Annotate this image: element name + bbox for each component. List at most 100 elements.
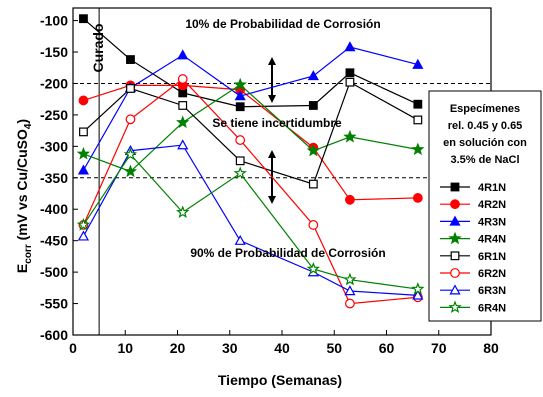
series-line-6R3N xyxy=(82,144,418,296)
legend-marker-6R1N xyxy=(450,251,460,261)
x-tick-label: 70 xyxy=(431,340,447,356)
data-point-4R3N xyxy=(77,164,90,175)
data-point-4R4N xyxy=(76,146,91,160)
legend-label-6R2N: 6R2N xyxy=(478,268,506,280)
series-line-4R2N xyxy=(83,84,418,201)
data-point-4R3N xyxy=(412,58,424,69)
y-axis-title-rest: (mV vs Cu/CuSO xyxy=(14,129,30,244)
y-tick-label: -450 xyxy=(40,233,68,249)
y-axis-title-end: ) xyxy=(14,119,30,124)
x-tick-label: 80 xyxy=(483,340,499,356)
data-point-6R2N xyxy=(308,220,319,230)
legend-item-4R1N: 4R1N xyxy=(440,182,506,194)
data-point-6R2N xyxy=(235,135,246,145)
plot-layer xyxy=(72,7,492,336)
series-6R1N xyxy=(79,77,423,189)
data-point-6R1N xyxy=(235,156,245,166)
series-6R4N xyxy=(76,147,425,295)
data-point-4R3N xyxy=(307,70,319,81)
data-point-6R1N xyxy=(413,115,423,125)
data-point-4R4N xyxy=(411,142,425,156)
legend-label-4R2N: 4R2N xyxy=(478,199,506,211)
data-point-4R1N xyxy=(79,14,88,24)
data-point-6R4N xyxy=(123,147,138,161)
x-tick-label: 60 xyxy=(379,340,395,356)
series-4R4N xyxy=(76,77,425,178)
series-4R2N xyxy=(78,80,423,205)
data-point-4R1N xyxy=(235,102,245,112)
legend-marker-6R3N xyxy=(449,284,461,295)
y-axis-title-main: E xyxy=(14,264,30,273)
legend-title-line-2: rel. 0.45 y 0.65 xyxy=(448,120,523,132)
data-point-6R4N xyxy=(176,205,190,219)
legend-marker-4R2N xyxy=(450,199,460,210)
data-point-4R3N xyxy=(344,41,356,52)
y-tick-label: -150 xyxy=(40,44,68,60)
data-point-6R2N xyxy=(125,114,136,125)
legend-item-6R3N: 6R3N xyxy=(440,284,506,297)
legend-label-6R4N: 6R4N xyxy=(478,302,506,314)
y-tick-label: -300 xyxy=(40,138,68,154)
data-point-6R1N xyxy=(345,77,355,87)
arrow-lower-head-down xyxy=(268,196,276,204)
legend-item-6R4N: 6R4N xyxy=(440,300,506,314)
legend-title-line-3: en solución con xyxy=(443,137,527,149)
arrow-upper-head-up xyxy=(268,57,276,65)
legend-marker-4R3N xyxy=(449,215,461,226)
data-point-6R4N xyxy=(233,166,247,180)
annotation-middle: Se tiene incertidumbre xyxy=(212,116,342,130)
y-tick-label: -500 xyxy=(40,264,68,280)
data-point-6R3N xyxy=(234,234,246,245)
legend-item-4R4N: 4R4N xyxy=(440,231,506,246)
data-point-4R2N xyxy=(78,95,89,106)
y-tick-label: -100 xyxy=(40,13,68,29)
data-point-4R4N xyxy=(343,129,357,143)
legend: Especímenes rel. 0.45 y 0.65 en solución… xyxy=(428,90,542,322)
legend-item-6R1N: 6R1N xyxy=(440,251,506,263)
legend-marker-4R1N xyxy=(450,182,460,192)
x-tick-label: 10 xyxy=(117,340,133,356)
x-tick-label: 0 xyxy=(69,340,77,356)
data-point-6R2N xyxy=(345,298,355,309)
data-point-4R3N xyxy=(234,90,246,101)
arrow-lower-head-up xyxy=(268,150,276,158)
legend-entries: 4R1N 4R2N 4R3N 4R4N 6R1N 6R2N 6R3N 6R4N xyxy=(440,182,506,314)
y-tick-label: -200 xyxy=(40,75,68,91)
x-tick-label: 20 xyxy=(170,340,186,356)
data-point-6R1N xyxy=(178,101,188,110)
series-6R2N xyxy=(78,74,423,309)
legend-title-line-1: Especímenes xyxy=(450,103,520,115)
data-point-4R2N xyxy=(345,194,355,205)
annotation-bottom: 90% de Probabilidad de Corrosión xyxy=(190,246,385,260)
data-point-6R4N xyxy=(343,272,357,286)
arrow-upper-head-down xyxy=(268,95,276,103)
legend-label-4R3N: 4R3N xyxy=(478,216,506,228)
data-point-4R4N xyxy=(123,164,138,178)
legend-title-line-4: 3.5% de NaCl xyxy=(450,154,519,166)
data-point-6R4N xyxy=(76,217,91,231)
data-point-4R4N xyxy=(233,77,247,91)
y-axis-title-sub2: 4 xyxy=(23,123,34,129)
data-point-4R3N xyxy=(177,49,189,60)
y-tick-label: -550 xyxy=(40,296,68,312)
legend-item-6R2N: 6R2N xyxy=(440,268,506,280)
x-tick-label: 40 xyxy=(274,340,290,356)
data-point-6R4N xyxy=(306,261,320,275)
data-point-6R3N xyxy=(412,289,424,300)
data-point-4R1N xyxy=(345,68,355,78)
plot-frame xyxy=(72,7,492,336)
data-point-4R1N xyxy=(413,99,423,109)
y-axis-title: Ecorr (mV vs Cu/CuSO4) xyxy=(14,119,34,273)
y-tick-label: -600 xyxy=(40,327,68,343)
data-point-4R4N xyxy=(176,115,190,129)
x-axis-title: Tiempo (Semanas) xyxy=(218,372,342,388)
data-point-4R4N xyxy=(306,143,320,157)
legend-label-4R1N: 4R1N xyxy=(478,182,506,194)
data-point-6R1N xyxy=(126,84,135,93)
data-point-4R2N xyxy=(412,193,423,203)
y-tick-label: -400 xyxy=(40,201,68,217)
annotation-top: 10% de Probabilidad de Corrosión xyxy=(185,17,380,31)
legend-box xyxy=(428,90,542,322)
